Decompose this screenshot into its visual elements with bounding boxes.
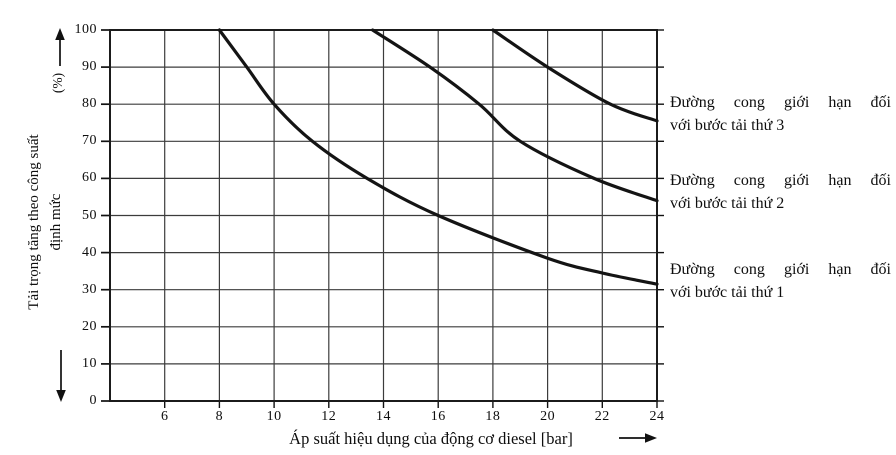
x-axis-right-arrow-icon: [619, 433, 657, 443]
x-axis-title: Áp suất hiệu dụng của động cơ diesel [ba…: [289, 429, 573, 448]
limit-curve-load-step-1: [217, 28, 659, 286]
x-tick-label: 18: [485, 409, 501, 424]
legend-step-2-line2: với bước tải thứ 2: [670, 194, 785, 212]
y-axis-title-line1: Tải trọng tăng theo công suất: [26, 134, 42, 310]
y-tick-label: 40: [82, 244, 97, 260]
y-tick-label: 10: [82, 355, 97, 371]
y-axis-down-arrow-icon: [56, 350, 66, 402]
limit-curve-load-step-3: [491, 28, 659, 123]
limit-curves: [217, 28, 659, 286]
y-tick-label: 80: [82, 96, 97, 112]
y-tick-label: 0: [89, 393, 97, 408]
x-tick-label: 12: [321, 409, 337, 424]
x-tick-label: 6: [160, 409, 169, 424]
y-tick-label: 20: [82, 318, 97, 334]
x-tick-label: 14: [376, 409, 391, 424]
legend-item-load-step-3: Đường cong giới hạn đối với bước tải thứ…: [670, 92, 891, 137]
legend-step-3-line2: với bước tải thứ 3: [670, 116, 785, 134]
y-tick-label: 30: [82, 281, 97, 297]
x-tick-label: 8: [215, 409, 224, 424]
axis-tick-marks: [101, 29, 664, 408]
y-tick-label: 90: [82, 59, 97, 75]
x-tick-label: 22: [594, 409, 610, 424]
y-tick-label: 50: [82, 207, 97, 223]
x-tick-label: 20: [540, 409, 556, 424]
plot-frame: [109, 29, 658, 402]
legend-step-2-line1: Đường cong giới hạn đối: [670, 172, 891, 189]
y-tick-label: 100: [74, 22, 97, 37]
legend-item-load-step-1: Đường cong giới hạn đối với bước tải thứ…: [670, 259, 891, 304]
y-tick-label: 60: [82, 170, 97, 186]
limit-curve-load-step-2: [371, 28, 659, 203]
legend-step-3-line1: Đường cong giới hạn đối: [670, 94, 891, 111]
x-tick-label: 16: [430, 409, 446, 424]
legend-step-1-line1: Đường cong giới hạn đối: [670, 261, 891, 278]
y-tick-label: 70: [82, 133, 97, 149]
legend-step-1-line2: với bước tải thứ 1: [670, 283, 785, 301]
legend-item-load-step-2: Đường cong giới hạn đối với bước tải thứ…: [670, 170, 891, 215]
y-axis-up-arrow-icon: [55, 28, 65, 66]
x-tick-label: 10: [266, 409, 282, 424]
x-tick-label: 24: [649, 409, 665, 424]
